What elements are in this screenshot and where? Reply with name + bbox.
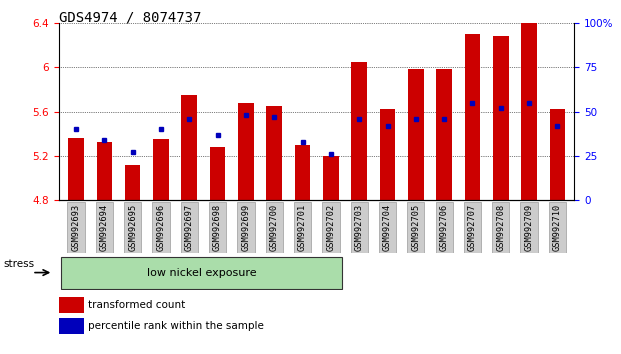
Bar [152, 202, 170, 253]
Text: GSM992694: GSM992694 [100, 203, 109, 251]
Text: GSM992702: GSM992702 [327, 203, 335, 251]
Bar [294, 202, 311, 253]
Text: GSM992700: GSM992700 [270, 203, 279, 251]
Text: low nickel exposure: low nickel exposure [147, 268, 256, 278]
Bar [210, 147, 225, 200]
Bar [550, 109, 565, 200]
Text: GSM992698: GSM992698 [213, 203, 222, 251]
Bar [181, 202, 198, 253]
Bar [492, 202, 509, 253]
Bar [237, 202, 255, 253]
Bar [351, 62, 367, 200]
Bar [322, 202, 340, 253]
Bar [59, 297, 84, 313]
Bar [295, 145, 310, 200]
Bar [59, 318, 84, 334]
Bar [209, 202, 226, 253]
Bar [181, 95, 197, 200]
Text: GSM992706: GSM992706 [440, 203, 448, 251]
Bar [124, 202, 141, 253]
Bar [435, 202, 453, 253]
Bar [68, 138, 84, 200]
Bar [61, 257, 342, 289]
Bar [549, 202, 566, 253]
Bar [96, 142, 112, 200]
Text: GSM992697: GSM992697 [185, 203, 194, 251]
Text: GSM992705: GSM992705 [411, 203, 420, 251]
Text: GSM992710: GSM992710 [553, 203, 562, 251]
Bar [96, 202, 113, 253]
Bar [125, 165, 140, 200]
Bar [379, 109, 396, 200]
Text: GSM992701: GSM992701 [298, 203, 307, 251]
Text: GSM992703: GSM992703 [355, 203, 364, 251]
Bar [520, 202, 538, 253]
Bar [407, 202, 425, 253]
Text: transformed count: transformed count [88, 300, 186, 310]
Text: GSM992696: GSM992696 [156, 203, 165, 251]
Bar [379, 202, 396, 253]
Text: GSM992693: GSM992693 [71, 203, 81, 251]
Bar [464, 202, 481, 253]
Bar [67, 202, 84, 253]
Bar [437, 69, 452, 200]
Text: GSM992699: GSM992699 [242, 203, 250, 251]
Text: GDS4974 / 8074737: GDS4974 / 8074737 [59, 11, 201, 25]
Text: GSM992704: GSM992704 [383, 203, 392, 251]
Bar [521, 23, 537, 200]
Text: GSM992695: GSM992695 [128, 203, 137, 251]
Bar [238, 103, 254, 200]
Text: GSM992707: GSM992707 [468, 203, 477, 251]
Bar [323, 156, 338, 200]
Text: stress: stress [3, 259, 34, 269]
Bar [266, 106, 282, 200]
Bar [266, 202, 283, 253]
Text: GSM992708: GSM992708 [496, 203, 505, 251]
Bar [408, 69, 424, 200]
Text: percentile rank within the sample: percentile rank within the sample [88, 321, 265, 331]
Bar [493, 36, 509, 200]
Text: GSM992709: GSM992709 [525, 203, 533, 251]
Bar [350, 202, 368, 253]
Bar [465, 34, 480, 200]
Bar [153, 139, 169, 200]
